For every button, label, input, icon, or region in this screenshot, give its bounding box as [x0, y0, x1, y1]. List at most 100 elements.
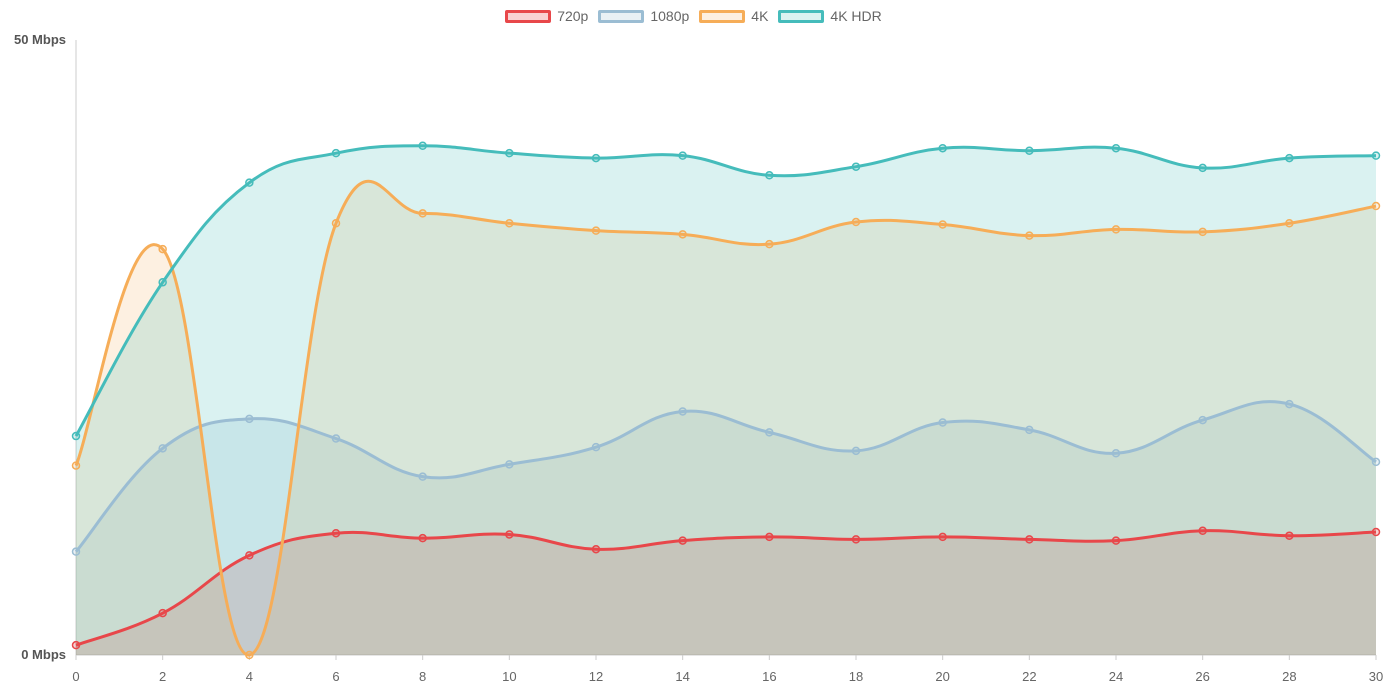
- data-point[interactable]: [851, 535, 861, 544]
- data-point[interactable]: [1025, 146, 1034, 155]
- data-point[interactable]: [591, 544, 601, 554]
- x-tick-label: 6: [332, 669, 339, 684]
- x-tick-label: 10: [502, 669, 516, 684]
- data-point[interactable]: [938, 532, 947, 542]
- series-line-1080p: [74, 400, 1377, 553]
- data-point[interactable]: [505, 460, 514, 469]
- data-point[interactable]: [331, 434, 341, 443]
- data-point[interactable]: [765, 428, 774, 437]
- legend-label: 4K HDR: [830, 8, 882, 24]
- data-point[interactable]: [1111, 449, 1121, 458]
- data-point[interactable]: [591, 153, 601, 163]
- y-tick-label: 50 Mbps: [14, 32, 66, 47]
- x-tick-label: 22: [1022, 669, 1036, 684]
- data-point[interactable]: [678, 407, 687, 416]
- data-point[interactable]: [418, 472, 427, 481]
- series-area-720p: [76, 530, 1376, 655]
- data-point[interactable]: [71, 640, 81, 650]
- y-tick-label: 0 Mbps: [21, 647, 66, 662]
- data-point[interactable]: [158, 244, 167, 254]
- data-point[interactable]: [1025, 231, 1034, 240]
- legend-item[interactable]: 720p: [505, 8, 588, 24]
- legend-item[interactable]: 4K HDR: [778, 8, 882, 24]
- data-point[interactable]: [331, 528, 341, 538]
- legend-item[interactable]: 1080p: [598, 8, 689, 24]
- legend: 720p 1080p 4K 4K HDR: [0, 8, 1387, 24]
- data-point[interactable]: [1198, 163, 1207, 173]
- x-tick-label: 30: [1369, 669, 1383, 684]
- data-point[interactable]: [1198, 415, 1207, 425]
- data-point[interactable]: [71, 461, 81, 470]
- data-point[interactable]: [1285, 219, 1294, 228]
- data-point[interactable]: [1371, 457, 1381, 467]
- series-line-720p: [75, 529, 1377, 647]
- x-tick-label: 18: [849, 669, 863, 684]
- data-point[interactable]: [678, 536, 687, 545]
- data-point[interactable]: [505, 148, 514, 158]
- data-point[interactable]: [1111, 143, 1121, 153]
- legend-item[interactable]: 4K: [699, 8, 768, 24]
- data-point[interactable]: [765, 532, 774, 542]
- data-point[interactable]: [851, 446, 861, 456]
- legend-label: 1080p: [650, 8, 690, 24]
- series-line-4k-hdr: [74, 144, 1377, 437]
- data-point[interactable]: [158, 278, 167, 287]
- data-point[interactable]: [71, 431, 81, 441]
- data-point[interactable]: [1285, 153, 1294, 163]
- data-point[interactable]: [1198, 526, 1207, 536]
- data-point[interactable]: [418, 209, 427, 218]
- data-point[interactable]: [418, 533, 427, 543]
- data-point[interactable]: [245, 551, 254, 560]
- data-point[interactable]: [1371, 527, 1381, 537]
- data-point[interactable]: [245, 650, 254, 660]
- data-point[interactable]: [851, 217, 861, 227]
- data-point[interactable]: [678, 230, 687, 239]
- x-tick-label: 8: [419, 669, 426, 684]
- data-point[interactable]: [1285, 399, 1294, 409]
- data-point[interactable]: [938, 418, 947, 427]
- data-point[interactable]: [331, 148, 341, 158]
- data-point[interactable]: [1371, 201, 1381, 211]
- x-tick-label: 24: [1109, 669, 1123, 684]
- data-point[interactable]: [245, 178, 254, 187]
- data-point[interactable]: [505, 219, 514, 228]
- data-point[interactable]: [418, 141, 427, 151]
- data-point[interactable]: [1111, 536, 1121, 545]
- x-tick-label: 2: [159, 669, 166, 684]
- legend-swatch: [778, 9, 825, 23]
- data-point[interactable]: [158, 608, 167, 618]
- data-point[interactable]: [71, 547, 81, 556]
- data-point[interactable]: [591, 442, 601, 452]
- data-point[interactable]: [1371, 151, 1381, 160]
- data-point[interactable]: [505, 530, 514, 539]
- x-tick-label: 12: [589, 669, 603, 684]
- data-point[interactable]: [1285, 531, 1294, 540]
- data-point[interactable]: [331, 219, 341, 228]
- legend-label: 720p: [557, 8, 589, 24]
- data-point[interactable]: [1111, 225, 1121, 234]
- x-tick-label: 20: [935, 669, 949, 684]
- data-point[interactable]: [938, 220, 947, 229]
- data-point[interactable]: [158, 444, 167, 453]
- data-point[interactable]: [1025, 425, 1034, 435]
- series-area-4k-hdr: [76, 145, 1376, 655]
- series-line-4k: [74, 179, 1377, 657]
- x-tick-label: 16: [762, 669, 776, 684]
- legend-swatch: [699, 9, 746, 23]
- data-point[interactable]: [245, 414, 254, 424]
- data-point[interactable]: [678, 151, 687, 160]
- data-point[interactable]: [851, 162, 861, 171]
- x-tick-label: 26: [1195, 669, 1209, 684]
- data-point[interactable]: [938, 143, 947, 153]
- data-point[interactable]: [1198, 227, 1207, 237]
- series-area-1080p: [76, 401, 1376, 655]
- data-point[interactable]: [765, 171, 774, 180]
- x-tick-label: 0: [72, 669, 79, 684]
- legend-swatch: [505, 9, 552, 23]
- data-point[interactable]: [591, 226, 601, 235]
- data-point[interactable]: [1025, 535, 1034, 544]
- x-tick-label: 14: [675, 669, 689, 684]
- data-point[interactable]: [765, 239, 774, 249]
- legend-label: 4K: [751, 8, 769, 24]
- x-tick-label: 28: [1282, 669, 1296, 684]
